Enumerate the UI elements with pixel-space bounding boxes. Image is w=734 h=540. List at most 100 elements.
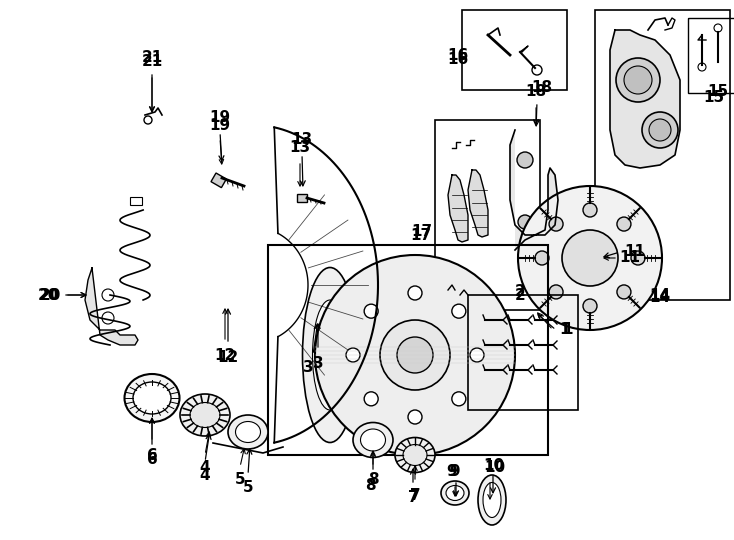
Circle shape [517, 152, 533, 168]
Polygon shape [610, 30, 680, 168]
Circle shape [583, 203, 597, 217]
Bar [130, 197, 142, 205]
Ellipse shape [403, 444, 427, 465]
Text: 16: 16 [448, 52, 468, 68]
Ellipse shape [353, 422, 393, 457]
Text: 7: 7 [410, 488, 421, 503]
Ellipse shape [360, 429, 385, 451]
Text: 8: 8 [365, 477, 375, 492]
Circle shape [616, 58, 660, 102]
Text: 21: 21 [142, 51, 163, 65]
Ellipse shape [180, 394, 230, 436]
Text: 19: 19 [209, 111, 230, 125]
Circle shape [102, 289, 114, 301]
Text: 14: 14 [650, 287, 671, 302]
Text: 21: 21 [142, 55, 163, 70]
Ellipse shape [236, 422, 261, 442]
Text: 7: 7 [407, 490, 418, 505]
Ellipse shape [302, 267, 357, 442]
Circle shape [549, 217, 563, 231]
Text: 11: 11 [625, 245, 645, 260]
Circle shape [535, 251, 549, 265]
Polygon shape [448, 175, 468, 242]
Circle shape [617, 217, 631, 231]
Circle shape [380, 320, 450, 390]
Text: 19: 19 [209, 118, 230, 132]
Ellipse shape [441, 481, 469, 505]
Ellipse shape [483, 483, 501, 517]
Text: 13: 13 [291, 132, 313, 147]
Bar [468, 295, 578, 410]
Circle shape [642, 112, 678, 148]
Text: 6: 6 [147, 453, 157, 468]
Text: 3: 3 [302, 361, 313, 375]
Bar [268, 245, 548, 455]
Circle shape [624, 66, 652, 94]
Text: 13: 13 [289, 140, 310, 156]
Text: 6: 6 [147, 448, 157, 462]
Circle shape [631, 251, 645, 265]
Ellipse shape [395, 437, 435, 472]
Text: 11: 11 [619, 251, 641, 266]
Circle shape [583, 299, 597, 313]
Text: 2: 2 [515, 287, 526, 302]
Circle shape [518, 186, 662, 330]
Circle shape [364, 304, 378, 318]
Circle shape [452, 392, 466, 406]
Circle shape [408, 286, 422, 300]
Bar [297, 194, 307, 202]
Text: 2: 2 [515, 285, 526, 300]
Polygon shape [510, 130, 558, 250]
Text: 10: 10 [484, 457, 504, 472]
Text: 15: 15 [703, 91, 724, 105]
Polygon shape [468, 170, 488, 237]
Circle shape [470, 348, 484, 362]
Ellipse shape [125, 374, 180, 422]
Bar [435, 120, 540, 310]
Text: 4: 4 [200, 461, 211, 476]
Text: 17: 17 [410, 227, 432, 242]
Text: 1: 1 [560, 322, 570, 338]
Text: 15: 15 [708, 84, 729, 99]
Text: 9: 9 [450, 464, 460, 480]
Circle shape [397, 337, 433, 373]
Circle shape [346, 348, 360, 362]
Bar [462, 10, 567, 90]
Circle shape [364, 392, 378, 406]
Text: 16: 16 [448, 48, 468, 63]
Ellipse shape [478, 475, 506, 525]
Circle shape [408, 410, 422, 424]
Text: 12: 12 [214, 348, 236, 362]
Text: 5: 5 [235, 472, 245, 488]
Circle shape [549, 285, 563, 299]
Bar [211, 173, 226, 188]
Text: 18: 18 [531, 79, 553, 94]
Text: 3: 3 [313, 355, 323, 370]
Text: 18: 18 [526, 84, 547, 99]
Text: 5: 5 [243, 481, 253, 496]
Bar [595, 10, 730, 300]
Text: 1: 1 [563, 322, 573, 338]
Polygon shape [85, 268, 138, 345]
Text: 14: 14 [650, 291, 671, 306]
Text: 20: 20 [40, 287, 61, 302]
Text: 17: 17 [412, 225, 432, 240]
Text: 10: 10 [484, 461, 506, 476]
Ellipse shape [228, 415, 268, 449]
Circle shape [315, 255, 515, 455]
Text: 4: 4 [200, 468, 211, 483]
Text: 12: 12 [217, 350, 239, 366]
Circle shape [649, 119, 671, 141]
Circle shape [452, 304, 466, 318]
Text: 8: 8 [368, 472, 378, 488]
Ellipse shape [313, 300, 347, 410]
Ellipse shape [133, 382, 171, 414]
Circle shape [617, 285, 631, 299]
Ellipse shape [446, 485, 464, 501]
Ellipse shape [190, 402, 220, 428]
Bar [688, 18, 734, 93]
Text: 20: 20 [37, 287, 59, 302]
Circle shape [102, 312, 114, 324]
Circle shape [518, 215, 532, 229]
Text: 9: 9 [447, 464, 457, 480]
